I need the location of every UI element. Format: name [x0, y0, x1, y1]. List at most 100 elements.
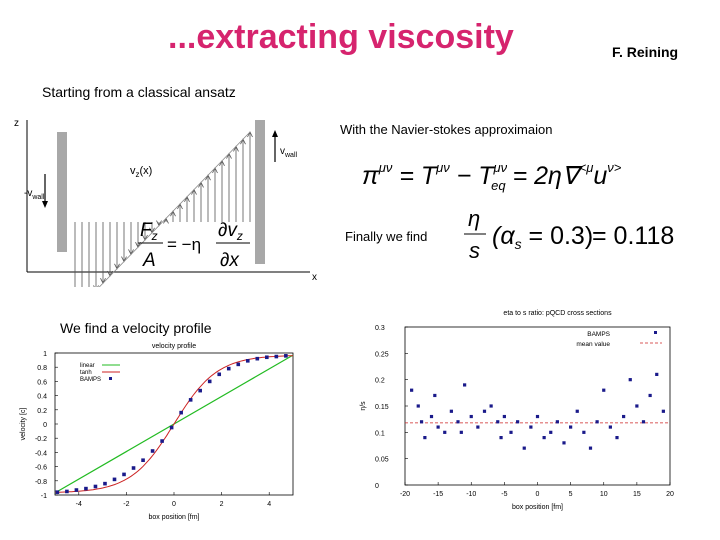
x-axis-label: x	[312, 272, 317, 283]
bamps-point	[635, 404, 639, 408]
y-tick-label: 0	[43, 422, 47, 429]
bamps-point	[131, 466, 136, 470]
y-tick-label: -0.6	[35, 465, 47, 472]
legend-mean: mean value	[576, 341, 610, 348]
x-tick-label: 20	[666, 491, 674, 498]
right-wall	[255, 120, 265, 264]
bamps-point	[198, 388, 202, 393]
eta-s-chart: eta to s ratio: pQCD cross sections 0.3 0.…	[360, 310, 674, 511]
bamps-point	[608, 425, 612, 429]
y-tick-label: 0.2	[37, 408, 47, 415]
x-tick-label: 10	[600, 491, 608, 498]
y-tick-label: -0.2	[35, 436, 47, 443]
svg-text:∂x: ∂x	[220, 250, 240, 271]
bamps-point	[122, 472, 126, 477]
bamps-point	[476, 425, 480, 429]
svg-text:A: A	[142, 250, 156, 271]
x-axis-label: box position [fm]	[512, 504, 563, 511]
bamps-point	[555, 420, 559, 424]
x-tick-label: 4	[267, 501, 271, 508]
y-tick-label: 0.3	[375, 325, 385, 332]
legend-bamps: BAMPS	[587, 331, 610, 338]
bamps-point	[516, 420, 520, 424]
vwall-arrowhead	[272, 130, 278, 137]
svg-text:∂vz: ∂vz	[218, 220, 243, 243]
bamps-point	[255, 356, 260, 361]
friction-equation: Fz A = −η ∂vz ∂x	[138, 220, 250, 271]
neg-vwall-arrowhead	[42, 201, 48, 208]
slide-subtitle: Starting from a classical ansatz	[42, 84, 236, 100]
bamps-point	[459, 430, 463, 434]
svg-text:(αs = 0.3): (αs = 0.3)	[492, 222, 593, 252]
neg-vwall-label: -vwall	[24, 188, 45, 201]
bamps-point	[469, 414, 473, 419]
author-name: F. Reining	[612, 44, 679, 60]
chart-title: velocity profile	[152, 343, 196, 350]
bamps-point	[265, 355, 269, 360]
x-tick-label: -15	[433, 491, 443, 498]
y-tick-label: 0.05	[375, 457, 389, 464]
x-axis-label: box position [fm]	[149, 514, 200, 521]
bamps-point	[436, 425, 440, 429]
bamps-point	[217, 372, 222, 377]
bamps-point	[416, 404, 420, 408]
shear-flow-diagram: z x vwall -vwall vz(x) Fz A = −η ∂vz ∂x	[14, 118, 317, 287]
bamps-point	[569, 425, 573, 429]
bamps-point	[575, 409, 579, 413]
bamps-point	[433, 393, 437, 398]
bamps-point	[588, 446, 593, 450]
bamps-point	[489, 404, 493, 408]
y-axis-label: velocity [c]	[20, 408, 27, 441]
x-tick-label: -4	[76, 501, 82, 508]
svg-text:η: η	[468, 206, 480, 231]
bamps-point	[456, 420, 460, 424]
bamps-point	[419, 420, 424, 424]
series-tanh	[54, 355, 294, 493]
bamps-point	[245, 359, 250, 363]
bamps-point	[150, 449, 155, 453]
bamps-point	[595, 420, 599, 424]
bamps-point	[582, 430, 586, 434]
velocity-envelope	[98, 131, 251, 287]
bamps-point	[549, 430, 553, 434]
bamps-point	[522, 446, 526, 450]
y-tick-label: 0.4	[37, 394, 47, 401]
bamps-point	[615, 436, 619, 440]
legend-bamps: BAMPS	[80, 377, 101, 383]
x-tick-label: 0	[536, 491, 540, 498]
velocity-caption: We find a velocity profile	[60, 320, 212, 336]
bamps-point	[502, 414, 506, 419]
legend-bamps-swatch	[654, 331, 657, 334]
x-tick-label: -10	[466, 491, 476, 498]
bamps-point	[74, 488, 79, 492]
bamps-point	[482, 409, 487, 413]
bamps-point	[499, 436, 503, 440]
finally-caption: Finally we find	[345, 229, 428, 244]
bamps-point	[188, 398, 193, 402]
bamps-point	[160, 439, 164, 443]
svg-text:= 0.118: = 0.118	[592, 222, 674, 250]
bamps-point	[463, 383, 467, 387]
bamps-point	[410, 388, 414, 392]
bamps-point	[284, 354, 288, 358]
svg-text:s: s	[469, 238, 480, 263]
bamps-point	[443, 430, 447, 434]
y-tick-label: 0.25	[375, 351, 389, 358]
slide-title: ...extracting viscosity	[168, 18, 514, 56]
x-tick-label: -2	[123, 501, 129, 508]
bamps-point	[648, 393, 652, 398]
bamps-point	[169, 425, 174, 430]
vz-label: vz(x)	[130, 165, 152, 179]
bamps-point	[112, 477, 117, 482]
eta-s-result: η s (αs = 0.3) = 0.118	[464, 206, 674, 263]
bamps-point	[622, 414, 626, 419]
plot-frame	[404, 326, 671, 486]
y-axis-label: η/s	[360, 401, 367, 411]
bamps-point	[103, 481, 107, 486]
x-tick-label: 15	[633, 491, 641, 498]
y-tick-label: 0.6	[37, 379, 47, 386]
bamps-point	[207, 379, 212, 384]
velocity-profile-chart: velocity profile 1 0.8 0.6 0.4 0.2 0 -0.2 -0.4 -0…	[20, 343, 294, 521]
bamps-point	[226, 366, 231, 371]
bamps-point	[449, 409, 453, 413]
